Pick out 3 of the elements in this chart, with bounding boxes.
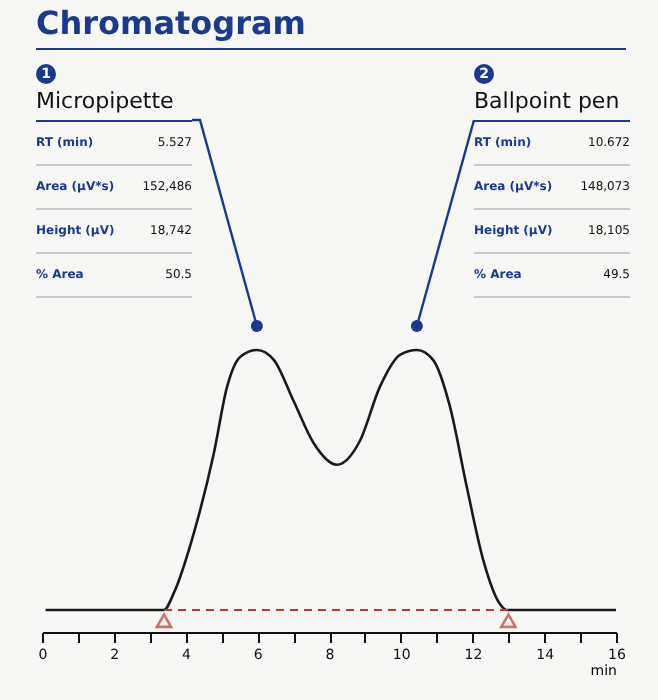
text: Micropipette <box>36 88 176 118</box>
chart-title: Chromatogram <box>36 4 306 42</box>
text: Ballpoint pen <box>474 88 622 118</box>
